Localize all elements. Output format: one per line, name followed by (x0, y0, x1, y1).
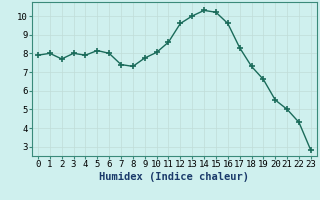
X-axis label: Humidex (Indice chaleur): Humidex (Indice chaleur) (100, 172, 249, 182)
